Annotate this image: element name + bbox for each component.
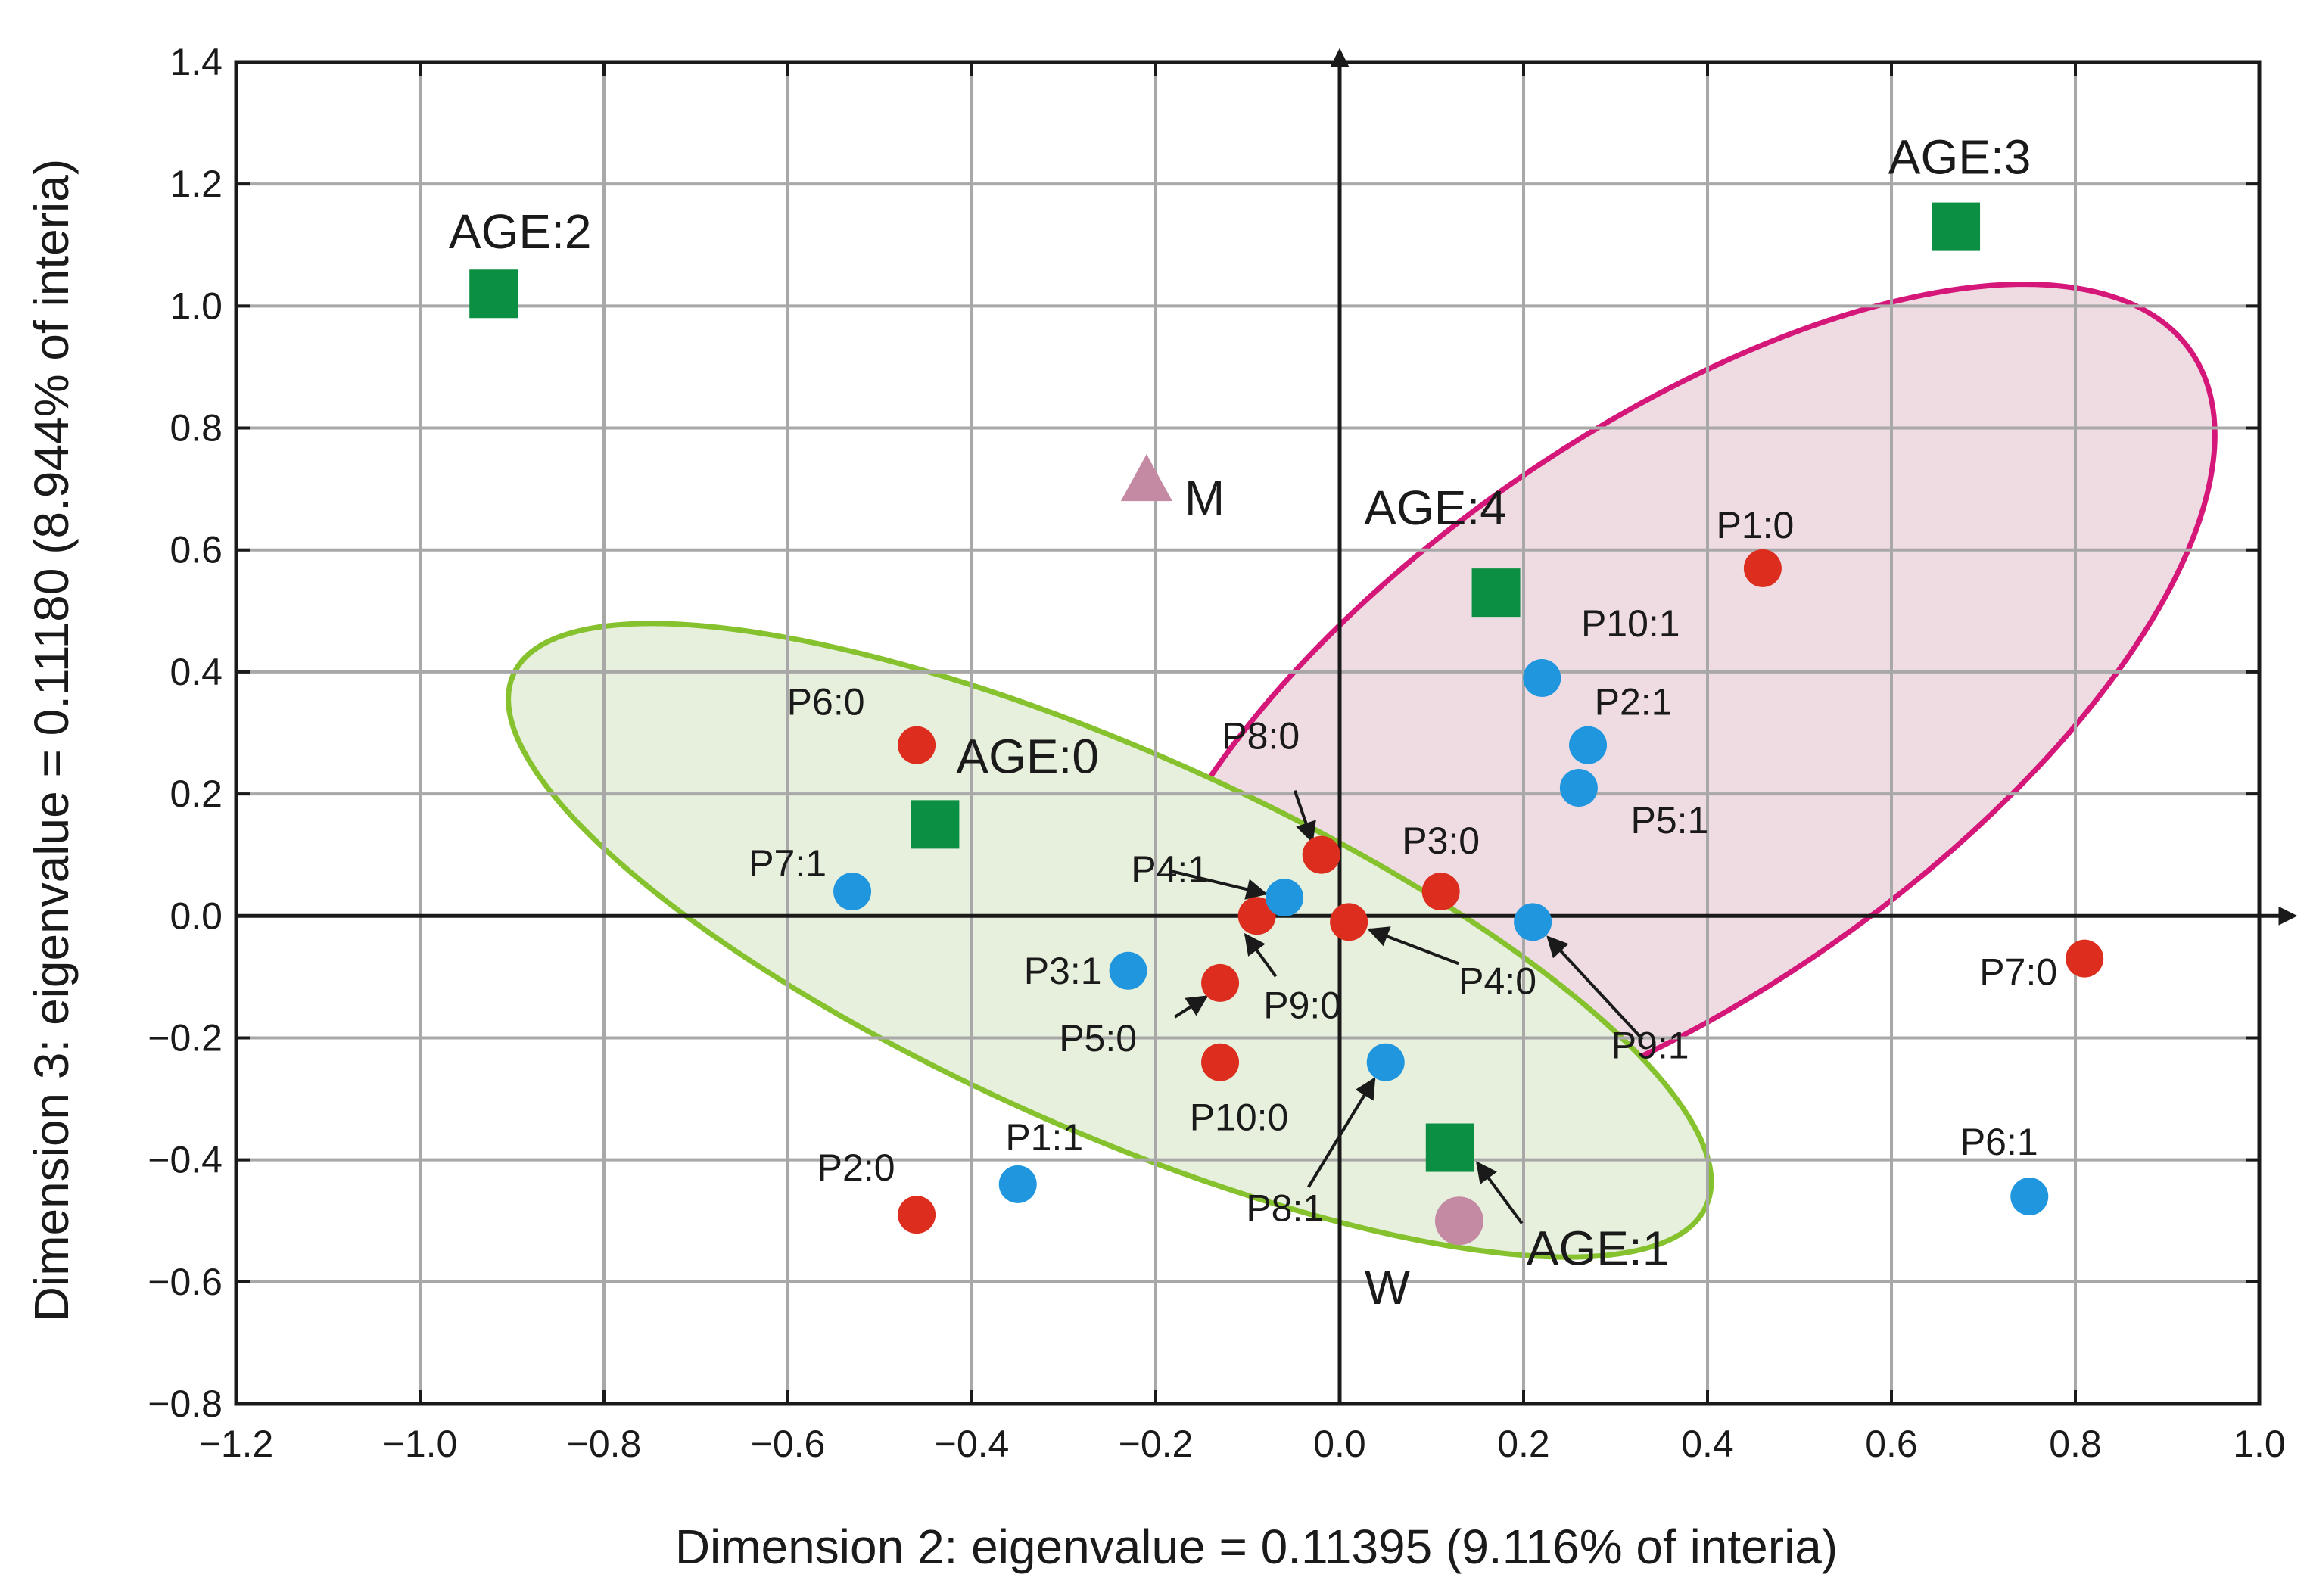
point-w xyxy=(1434,1196,1483,1246)
label-p10-1: P10:1 xyxy=(1581,602,1680,645)
point-p9-1 xyxy=(1514,903,1552,941)
y-tick-label-0-8: 0.8 xyxy=(170,407,223,450)
label-age-1: AGE:1 xyxy=(1527,1221,1670,1276)
label-p4-0: P4:0 xyxy=(1459,960,1536,1002)
point-p5-1 xyxy=(1559,769,1598,807)
point-p2-1 xyxy=(1569,726,1608,764)
label-p5-0: P5:0 xyxy=(1059,1017,1137,1059)
point-p5-0 xyxy=(1201,963,1240,1002)
leader-arrows xyxy=(1170,790,1644,1224)
x-axis-title: Dimension 2: eigenvalue = 0.11395 (9.116… xyxy=(675,1520,1838,1574)
point-age-4 xyxy=(1471,568,1521,618)
y-tick-label-0-8: −0.8 xyxy=(148,1383,223,1425)
point-p1-0 xyxy=(1743,549,1782,587)
label-p4-1: P4:1 xyxy=(1131,848,1209,891)
y-tick-label-0-0: 0.0 xyxy=(170,894,223,937)
point-p4-0 xyxy=(1330,903,1368,941)
label-age-2: AGE:2 xyxy=(449,204,592,259)
x-tick-label-0-8: 0.8 xyxy=(2049,1423,2102,1465)
y-tick-label-0-4: 0.4 xyxy=(170,651,223,693)
point-p8-0 xyxy=(1302,835,1340,874)
point-p8-1 xyxy=(1366,1043,1405,1081)
x-tick-label-1-2: −1.2 xyxy=(199,1423,274,1465)
y-tick-label-0-2: −0.2 xyxy=(148,1016,223,1059)
x-tick-label-0-4: −0.4 xyxy=(935,1423,1010,1465)
x-tick-label-0-2: −0.2 xyxy=(1119,1423,1194,1465)
leader-arrow-p8-1 xyxy=(1307,1077,1376,1188)
label-p7-1: P7:1 xyxy=(749,842,827,885)
y-tick-label-1-0: 1.0 xyxy=(170,285,223,327)
axes-layer xyxy=(234,48,2298,1406)
point-age-2 xyxy=(469,269,518,319)
label-p3-0: P3:0 xyxy=(1402,820,1480,862)
point-p7-0 xyxy=(2066,939,2104,978)
point-labels: P1:0 P2:0 P3:0 P4:0 P5:0 P6:0 P7:0 P8:0 P9:0 P10:… xyxy=(449,130,2057,1315)
label-p9-1: P9:1 xyxy=(1611,1024,1689,1066)
point-age-0 xyxy=(911,800,960,849)
label-m: M xyxy=(1185,471,1225,525)
x-tick-label-0-8: −0.8 xyxy=(567,1423,642,1465)
tick-labels: −1.2 −1.0 −0.8 −0.6 −0.4 −0.2 0.0 0.2 0.4 0.6 0.8 1… xyxy=(148,41,2285,1465)
label-age-4: AGE:4 xyxy=(1364,481,1507,535)
leader-arrow-p4-0 xyxy=(1367,926,1459,966)
y-tick-label-1-4: 1.4 xyxy=(170,41,223,83)
leader-arrow-p4-1 xyxy=(1170,870,1268,900)
y-tick-label-0-2: 0.2 xyxy=(170,773,223,815)
point-p4-1 xyxy=(1266,879,1304,917)
label-p8-1: P8:1 xyxy=(1246,1187,1324,1230)
label-p1-0: P1:0 xyxy=(1716,504,1794,546)
point-age-3 xyxy=(1932,202,1981,251)
point-p10-1 xyxy=(1523,658,1561,697)
label-age-3: AGE:3 xyxy=(1888,130,2031,185)
x-tick-label-0-4: 0.4 xyxy=(1681,1423,1734,1465)
x-tick-label-0-0: 0.0 xyxy=(1313,1423,1366,1465)
leader-arrow-age-1 xyxy=(1476,1161,1524,1224)
label-age-0: AGE:0 xyxy=(956,729,1099,783)
label-p7-0: P7:0 xyxy=(1979,951,2057,994)
point-p3-0 xyxy=(1421,873,1460,911)
y-tick-label-0-6: −0.6 xyxy=(148,1261,223,1303)
point-p6-0 xyxy=(898,726,936,764)
y-axis-title: Dimension 3: eigenvalue = 0.11180 (8.944… xyxy=(24,159,79,1321)
label-p2-0: P2:0 xyxy=(817,1146,895,1189)
label-p3-1: P3:1 xyxy=(1024,950,1102,992)
label-p9-0: P9:0 xyxy=(1263,984,1341,1026)
point-p6-1 xyxy=(2010,1177,2049,1215)
x-tick-label-0-2: 0.2 xyxy=(1497,1423,1550,1465)
point-p7-1 xyxy=(833,873,872,911)
point-p10-0 xyxy=(1201,1043,1240,1081)
leader-arrow-p9-0 xyxy=(1244,933,1278,978)
y-tick-label-0-6: 0.6 xyxy=(170,529,223,571)
label-w: W xyxy=(1365,1260,1411,1314)
label-p8-0: P8:0 xyxy=(1222,715,1300,758)
point-m xyxy=(1120,454,1172,502)
x-tick-label-1-0: 1.0 xyxy=(2233,1423,2286,1465)
label-p1-1: P1:1 xyxy=(1005,1116,1083,1159)
leader-arrow-p8-0 xyxy=(1293,790,1316,844)
point-p2-0 xyxy=(898,1196,936,1234)
data-points xyxy=(469,202,2104,1246)
label-p6-0: P6:0 xyxy=(787,681,865,723)
point-p9-0 xyxy=(1238,897,1276,935)
leader-arrow-p9-1 xyxy=(1546,935,1644,1041)
ellipse-layer xyxy=(506,282,2218,1260)
label-p6-1: P6:1 xyxy=(1960,1121,2038,1163)
point-age-1 xyxy=(1425,1123,1474,1172)
leader-arrow-p5-0 xyxy=(1173,995,1209,1019)
point-p1-1 xyxy=(998,1165,1037,1203)
x-tick-label-0-6: 0.6 xyxy=(1865,1423,1918,1465)
y-tick-label-1-2: 1.2 xyxy=(170,163,223,205)
label-p5-1: P5:1 xyxy=(1630,799,1708,842)
label-p10-0: P10:0 xyxy=(1190,1097,1289,1139)
point-p3-1 xyxy=(1109,951,1147,990)
plot-frame xyxy=(234,60,2262,1406)
y-tick-label-0-4: −0.4 xyxy=(148,1139,223,1181)
label-p2-1: P2:1 xyxy=(1595,681,1673,723)
x-tick-label-0-6: −0.6 xyxy=(751,1423,826,1465)
x-tick-label-1-0: −1.0 xyxy=(383,1423,458,1465)
